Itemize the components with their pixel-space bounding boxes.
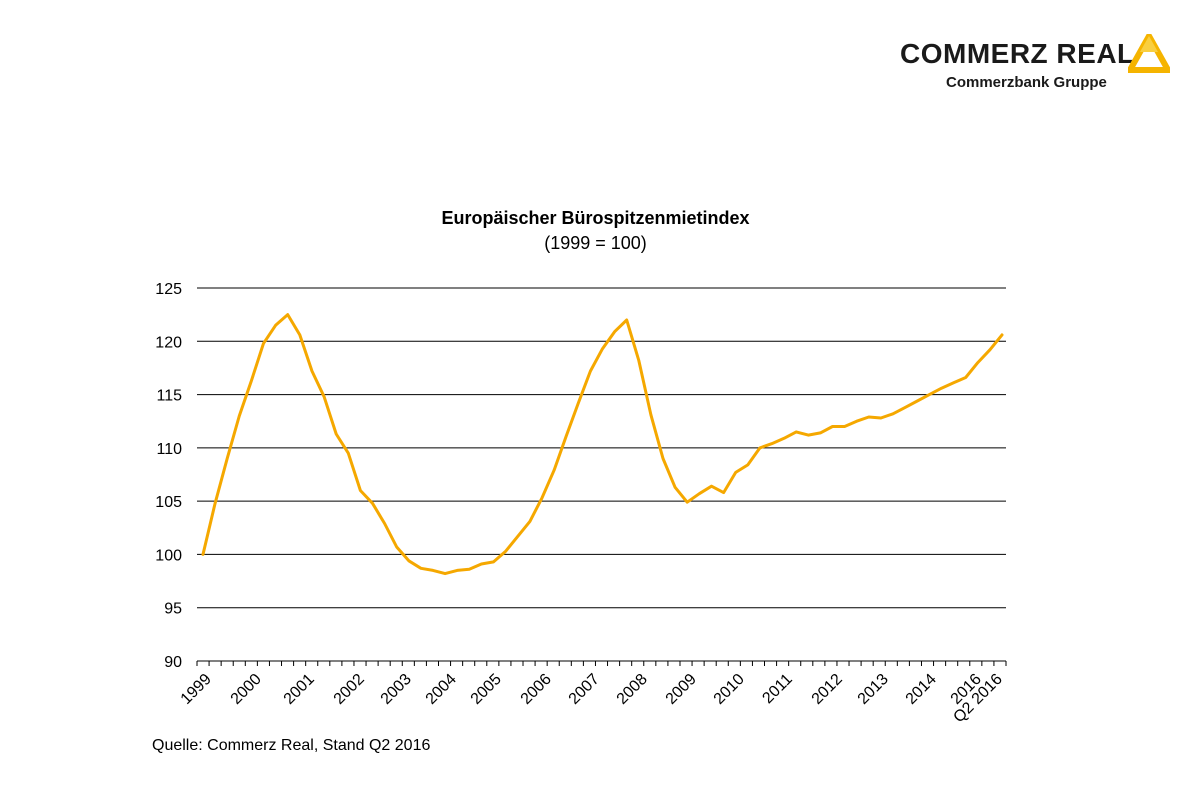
series-lines	[201, 313, 1004, 576]
y-tick-label: 95	[164, 601, 182, 618]
grid-lines	[197, 287, 1006, 609]
x-tick-label: 2001	[281, 671, 318, 708]
y-tick-label: 115	[156, 388, 182, 405]
x-axis-tick-labels: 1999 2000 2001 2002 2003 2004 2005 2006 2007 2008…	[178, 671, 1006, 727]
x-tick-label: 2008	[614, 671, 651, 708]
x-tick-label: 2010	[711, 671, 748, 708]
y-tick-label: 125	[155, 281, 182, 298]
commerzbank-ribbon-icon	[1128, 34, 1170, 73]
x-tick-label: 2003	[378, 671, 415, 708]
x-tick-label: 2012	[809, 671, 846, 708]
y-tick-label: 100	[155, 547, 182, 564]
y-tick-label: 105	[155, 494, 182, 511]
x-tick-label: 2002	[331, 671, 368, 708]
y-axis-tick-labels: 90 95 100 105 110 115 120 125	[155, 281, 182, 671]
series-line-0	[201, 313, 1004, 576]
x-tick-label: 2000	[228, 671, 265, 708]
x-tick-label: 2004	[423, 671, 460, 708]
logo-subtitle: Commerzbank Gruppe	[946, 74, 1107, 91]
x-axis	[196, 660, 1007, 666]
logo-name: COMMERZ REAL	[900, 38, 1135, 69]
commerz-real-logo: COMMERZ REAL Commerzbank Gruppe	[900, 34, 1170, 94]
y-tick-label: 120	[155, 334, 182, 351]
chart-title: Europäischer Bürospitzenmietindex	[441, 208, 750, 228]
y-tick-label: 110	[156, 441, 182, 458]
x-tick-label: 2013	[855, 671, 892, 708]
x-tick-label: 2007	[566, 671, 603, 708]
x-tick-label: 2005	[468, 671, 505, 708]
x-tick-label: 1999	[178, 671, 215, 708]
x-tick-label: 2006	[518, 671, 555, 708]
chart-subtitle: (1999 = 100)	[544, 233, 647, 253]
y-tick-label: 90	[164, 654, 182, 671]
x-tick-label: 2011	[759, 671, 795, 707]
x-tick-label: 2014	[903, 671, 940, 708]
x-tick-label: 2009	[663, 671, 700, 708]
source-note: Quelle: Commerz Real, Stand Q2 2016	[152, 737, 431, 754]
